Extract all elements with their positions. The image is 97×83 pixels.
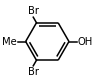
Text: Me: Me [2, 37, 17, 46]
Text: Br: Br [28, 67, 39, 77]
Text: Br: Br [28, 6, 39, 16]
Text: OH: OH [78, 37, 93, 46]
